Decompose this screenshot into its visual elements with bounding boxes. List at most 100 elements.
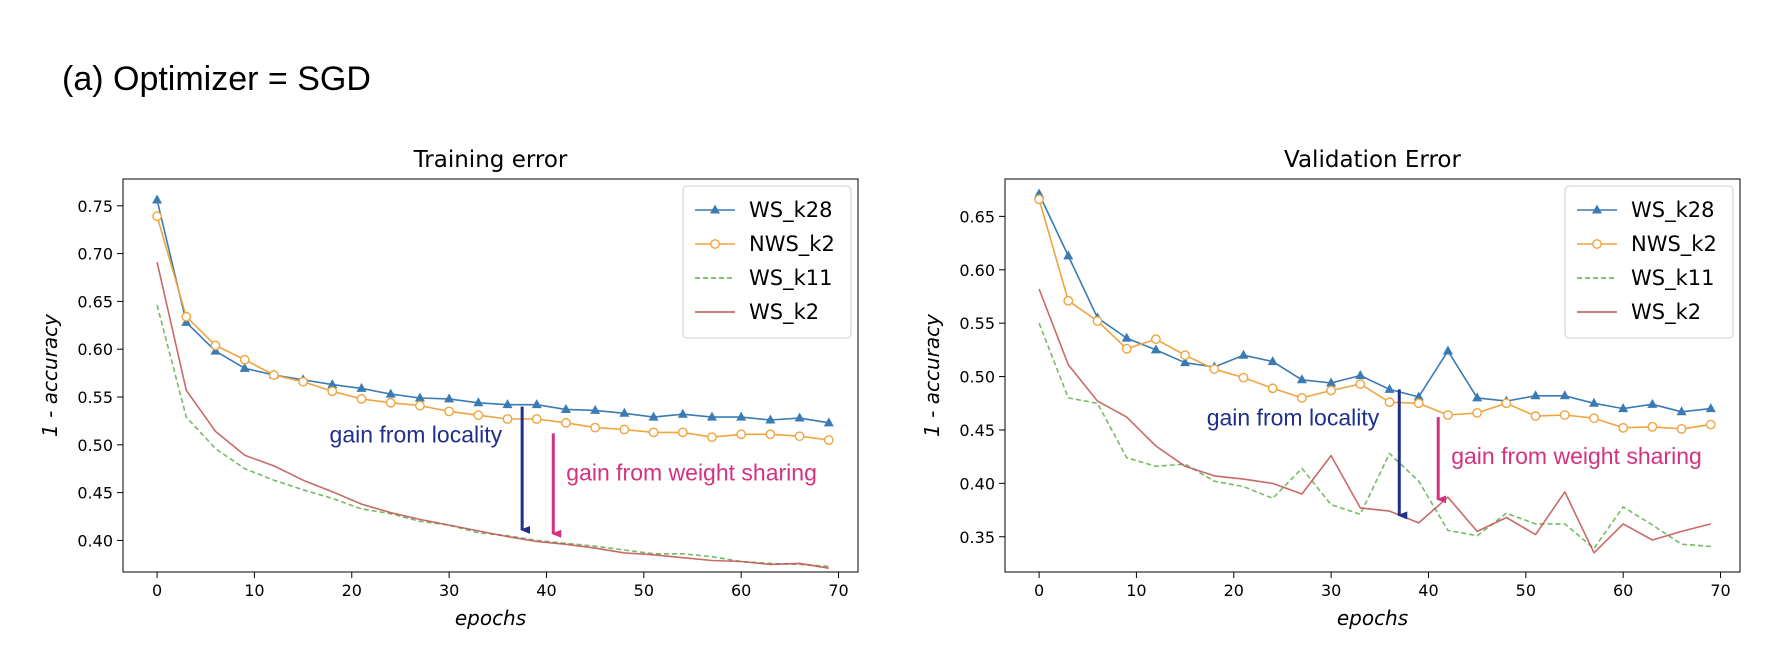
chart-panel-2: Validation Error 0 10 20 30 40 50 60 70 0.35 0.40 0… [920, 147, 1741, 630]
data-point-triangle [794, 412, 805, 422]
x-tick-label: 20 [342, 581, 362, 600]
data-point-circle [152, 211, 162, 222]
plot-frame [1004, 178, 1741, 573]
y-tick-label: 0.35 [959, 528, 995, 547]
x-tick-label: 30 [439, 581, 459, 600]
data-point-triangle [1355, 370, 1366, 379]
data-point-triangle [1267, 356, 1278, 366]
data-point-triangle [1121, 332, 1132, 342]
x-tick-label: 50 [1516, 581, 1536, 600]
data-point-circle [1705, 419, 1716, 430]
y-tick-label: 0.45 [77, 484, 113, 503]
series-ws-k28 [1034, 188, 1716, 416]
data-point-circle [444, 406, 455, 417]
legend-marker-circle [1592, 239, 1602, 249]
data-point-circle [502, 414, 513, 424]
series-nws-k2 [152, 211, 834, 445]
y-tick-label: 0.50 [959, 368, 995, 387]
data-point-circle [736, 429, 747, 440]
x-tick-label: 40 [536, 581, 556, 600]
data-point-circle [298, 376, 308, 387]
data-point-triangle [444, 393, 455, 403]
data-point-triangle [385, 388, 396, 398]
data-point-triangle [1530, 390, 1541, 400]
data-point-circle [1209, 364, 1220, 374]
data-point-triangle [1238, 349, 1249, 359]
x-tick-label: 70 [1710, 581, 1730, 600]
series-line-ws-k28 [156, 199, 829, 424]
data-point-triangle [677, 408, 688, 418]
y-tick-label: 0.70 [77, 245, 113, 264]
legend-marker-circle [710, 239, 720, 249]
legend: WS_k28 NWS_k2 WS_k11 WS_k2 [1564, 185, 1734, 339]
data-point-triangle [1618, 403, 1629, 413]
data-point-circle [1238, 372, 1249, 383]
data-point-triangle [1180, 357, 1191, 367]
y-tick-label: 0.55 [77, 388, 113, 407]
data-point-circle [415, 400, 425, 411]
legend: WS_k28 NWS_k2 WS_k11 WS_k2 [682, 185, 852, 339]
series-ws-k11 [1038, 322, 1711, 550]
x-axis-label: epochs [455, 606, 526, 630]
data-point-circle [239, 354, 250, 365]
y-tick-label: 0.65 [77, 292, 113, 311]
data-point-circle [268, 370, 279, 380]
legend-label: WS_k2 [749, 300, 819, 325]
data-point-circle [1267, 383, 1278, 394]
data-point-triangle [1559, 390, 1570, 400]
data-point-triangle [1588, 397, 1599, 407]
locality-gain-label: gain from locality [1207, 404, 1380, 430]
y-tick-label: 0.40 [77, 531, 113, 550]
data-point-circle [1501, 398, 1512, 409]
data-point-circle [473, 410, 484, 421]
weight-sharing-gain-label: gain from weight sharing [566, 459, 817, 485]
y-tick-label: 0.65 [959, 207, 995, 226]
legend-label: WS_k28 [749, 198, 832, 223]
x-tick-label: 50 [634, 581, 654, 600]
data-point-circle [356, 394, 367, 404]
data-point-circle [1589, 413, 1599, 424]
data-point-triangle [239, 362, 250, 372]
y-tick-label: 0.55 [959, 314, 995, 333]
data-point-triangle [1150, 344, 1161, 354]
y-tick-label: 0.60 [959, 261, 995, 280]
series-ws-k2 [1038, 288, 1711, 554]
x-tick-label: 0 [1034, 581, 1044, 600]
data-point-triangle [1472, 392, 1483, 402]
data-point-circle [1413, 398, 1424, 409]
x-tick-label: 0 [152, 581, 162, 600]
data-point-triangle [502, 399, 513, 409]
data-point-circle [1384, 397, 1395, 408]
legend-label: WS_k11 [749, 266, 832, 291]
data-point-circle [1676, 423, 1687, 434]
data-point-triangle [1647, 398, 1658, 408]
legend-label: WS_k2 [1631, 300, 1701, 325]
series-line-ws-k2 [156, 262, 829, 569]
data-point-triangle [1384, 383, 1395, 393]
x-tick-label: 60 [1613, 581, 1633, 600]
legend-label: NWS_k2 [749, 232, 835, 257]
data-point-circle [707, 432, 717, 443]
data-point-triangle [648, 411, 659, 421]
chart-panel-1: Training error 0 10 20 30 40 50 60 70 0.40 0.45 0.5… [38, 147, 859, 630]
data-point-triangle [152, 194, 163, 204]
legend-label: NWS_k2 [1631, 232, 1717, 257]
data-point-circle [765, 429, 776, 440]
data-point-circle [1121, 343, 1132, 354]
series-ws-k2 [156, 262, 829, 569]
data-point-circle [1092, 316, 1103, 326]
data-point-triangle [473, 397, 484, 407]
data-point-triangle [706, 411, 717, 421]
data-point-triangle [1676, 406, 1687, 416]
data-point-triangle [1705, 403, 1716, 413]
series-line-ws-k28 [1038, 193, 1711, 413]
data-point-circle [677, 427, 688, 438]
series-nws-k2 [1034, 194, 1716, 434]
data-point-circle [181, 311, 192, 322]
data-point-circle [823, 435, 834, 445]
data-point-circle [1559, 410, 1570, 420]
data-point-triangle [1442, 345, 1453, 355]
plot-frame [122, 178, 859, 573]
x-tick-label: 20 [1224, 581, 1244, 600]
data-point-triangle [327, 379, 338, 389]
